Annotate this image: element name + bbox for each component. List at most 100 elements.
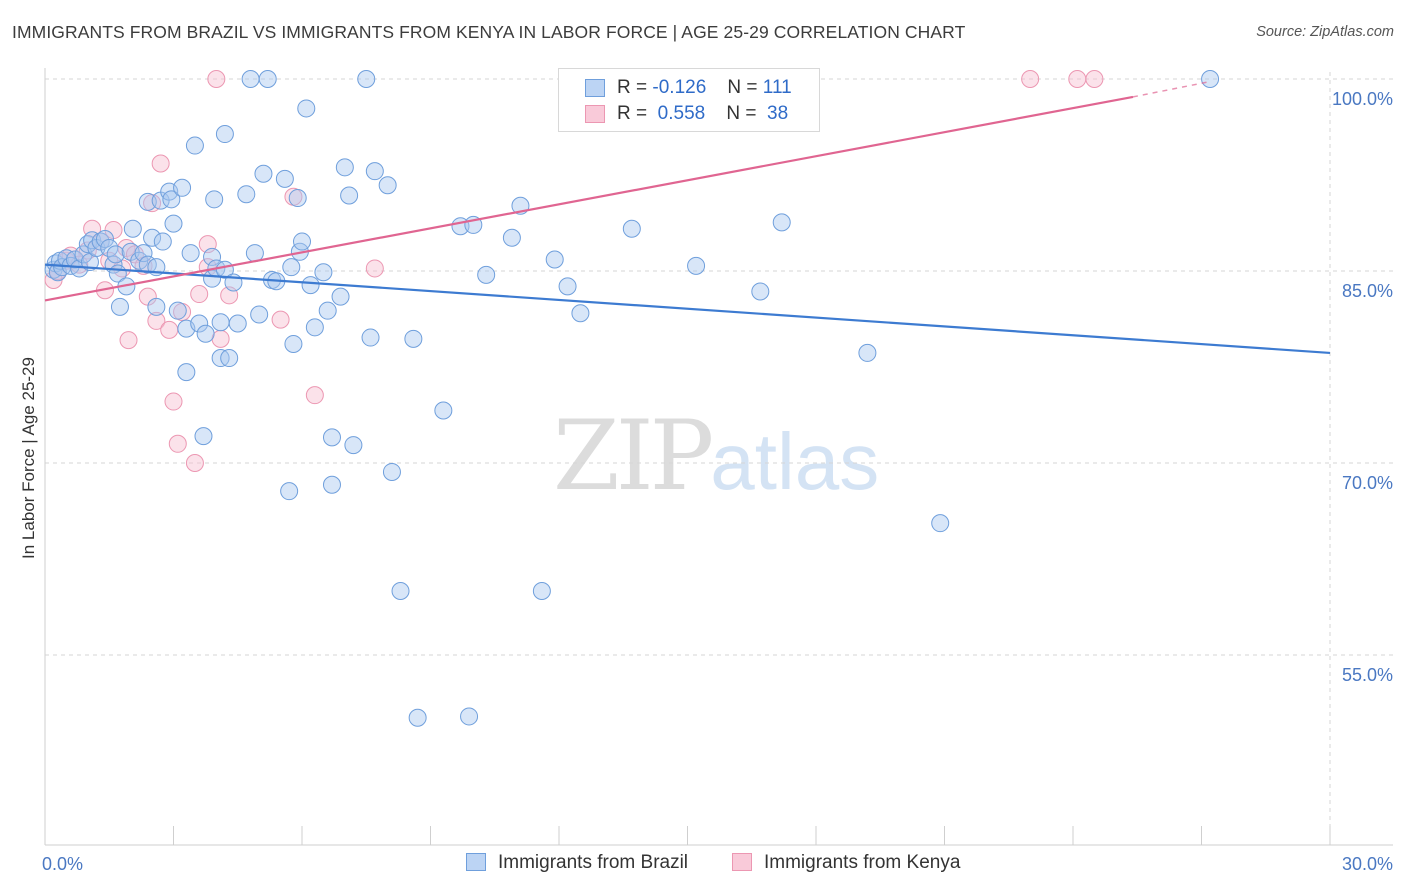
brazil-point	[65, 250, 84, 269]
kenya-point	[151, 154, 170, 173]
legend-r-value-kenya: 0.558	[657, 103, 706, 124]
brazil-point	[545, 250, 564, 269]
brazil-point	[331, 287, 350, 306]
brazil-point	[477, 265, 496, 284]
brazil-point	[110, 297, 129, 316]
brazil-point	[194, 427, 213, 446]
brazil-point	[162, 190, 181, 209]
brazil-point	[153, 232, 172, 251]
brazil-point	[344, 436, 363, 455]
brazil-point	[254, 164, 273, 183]
brazil-point	[408, 708, 427, 727]
brazil-point	[297, 99, 316, 118]
bottom-legend-kenya: Immigrants from Kenya	[732, 852, 960, 874]
brazil-point	[106, 245, 125, 264]
brazil-point	[322, 428, 341, 447]
kenya-point	[271, 310, 290, 329]
legend-n-value-kenya: 38	[767, 103, 789, 124]
brazil-point	[275, 169, 294, 188]
brazil-point	[203, 247, 222, 266]
bottom-legend-swatch-brazil	[466, 853, 486, 871]
legend-swatch-kenya	[585, 105, 605, 123]
kenya-point	[185, 454, 204, 472]
kenya-point	[305, 386, 324, 405]
brazil-point	[460, 707, 479, 726]
brazil-point	[284, 334, 303, 353]
legend-n-label-kenya: N =	[726, 103, 757, 124]
x-tick-label: 30.0%	[1342, 854, 1393, 874]
kenya-point	[1068, 70, 1087, 88]
brazil-points	[44, 70, 1220, 727]
brazil-point	[147, 297, 166, 316]
brazil-point	[622, 219, 641, 238]
brazil-point	[751, 282, 770, 301]
brazil-point	[100, 238, 119, 257]
brazil-point	[404, 329, 423, 348]
brazil-point	[361, 328, 380, 347]
brazil-point	[357, 70, 376, 88]
tick-labels: 100.0% 85.0% 70.0% 55.0% 0.0% 30.0%	[42, 89, 1393, 874]
brazil-point	[288, 189, 307, 208]
brazil-point	[215, 125, 234, 144]
brazil-point	[382, 462, 401, 481]
correlation-legend: R = -0.126 N = 111 R = 0.558 N = 38	[558, 68, 820, 132]
legend-r-label-brazil: R =	[617, 77, 648, 98]
brazil-point	[190, 314, 209, 333]
brazil-point	[237, 185, 256, 204]
bottom-legend-swatch-kenya	[732, 853, 752, 871]
brazil-point	[532, 582, 551, 600]
kenya-point	[365, 259, 384, 278]
legend-n-value-brazil: 111	[762, 77, 792, 98]
kenya-point	[160, 320, 179, 339]
kenya-point	[164, 392, 183, 411]
y-tick-label: 55.0%	[1342, 665, 1393, 685]
kenya-point	[207, 70, 226, 88]
brazil-point	[378, 176, 397, 195]
brazil-point	[241, 70, 260, 88]
y-tick-label: 70.0%	[1342, 473, 1393, 493]
kenya-point	[1021, 70, 1040, 88]
brazil-point	[305, 318, 324, 337]
chart-title: IMMIGRANTS FROM BRAZIL VS IMMIGRANTS FRO…	[12, 22, 966, 42]
brazil-point	[687, 256, 706, 275]
bottom-legend-brazil: Immigrants from Brazil	[466, 852, 688, 874]
brazil-point	[185, 136, 204, 155]
brazil-point	[502, 228, 521, 247]
legend-r-label-kenya: R =	[617, 103, 648, 124]
brazil-point	[301, 276, 320, 295]
legend-swatch-brazil	[585, 79, 605, 97]
brazil-point	[314, 263, 333, 282]
brazil-point	[168, 301, 187, 320]
brazil-point	[858, 343, 877, 362]
x-tick-label: 0.0%	[42, 854, 83, 874]
brazil-point	[173, 178, 192, 197]
brazil-point	[391, 582, 410, 600]
brazil-point	[558, 277, 577, 296]
legend-r-value-brazil: -0.126	[652, 77, 707, 98]
kenya-point	[168, 434, 187, 453]
brazil-point	[134, 244, 153, 263]
brazil-point	[138, 192, 157, 211]
brazil-point	[282, 258, 301, 277]
trend-line-kenya-extension	[1132, 80, 1211, 98]
brazil-point	[293, 232, 311, 251]
bottom-legend-label-kenya: Immigrants from Kenya	[764, 852, 961, 873]
brazil-point	[340, 186, 359, 205]
brazil-point	[123, 219, 142, 238]
brazil-point	[434, 401, 453, 420]
brazil-point	[181, 244, 200, 263]
brazil-point	[365, 162, 384, 181]
kenya-point	[147, 311, 166, 330]
brazil-point	[772, 213, 791, 232]
brazil-point	[250, 305, 269, 324]
y-tick-label: 100.0%	[1332, 89, 1393, 109]
kenya-point	[119, 331, 138, 350]
axes	[44, 68, 1393, 846]
trend-line-kenya	[44, 95, 1134, 302]
brazil-point	[571, 304, 590, 323]
brazil-point	[196, 324, 215, 343]
brazil-point	[164, 214, 183, 233]
legend-n-label-brazil: N =	[727, 77, 758, 98]
brazil-point	[143, 228, 162, 247]
brazil-point	[228, 314, 247, 333]
